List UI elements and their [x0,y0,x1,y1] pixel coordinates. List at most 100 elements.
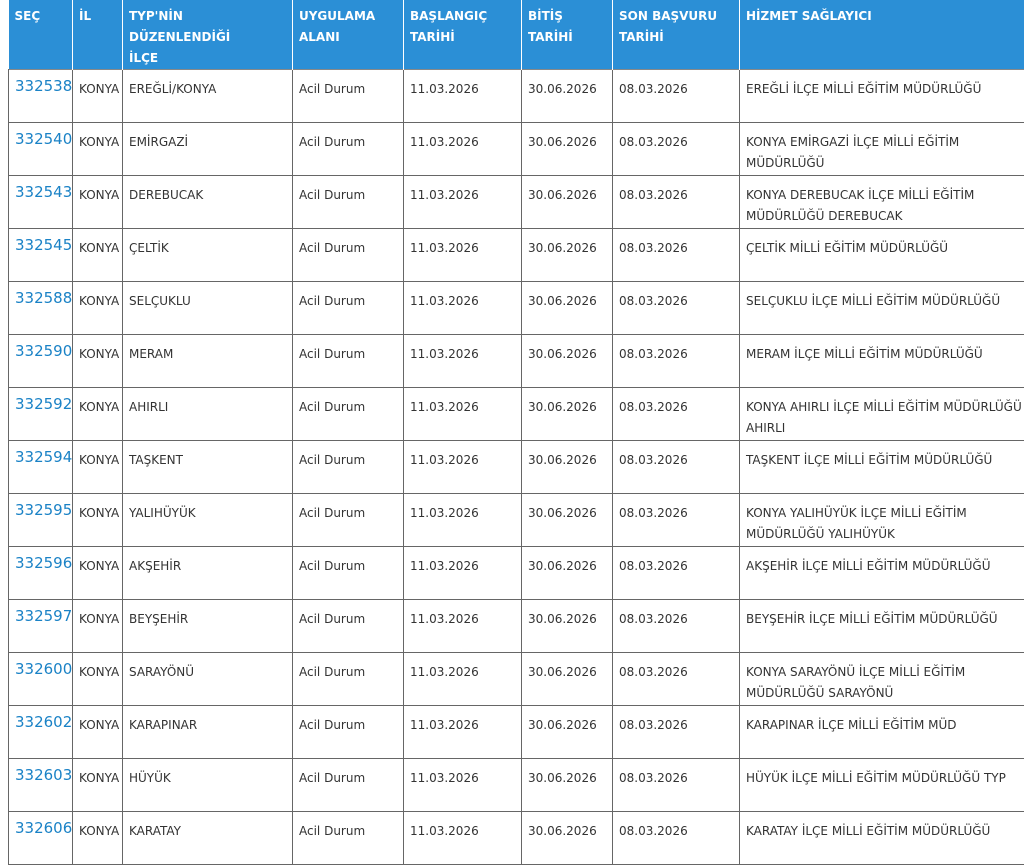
table-cell: 11.03.2026 [404,759,522,812]
header-text: İLÇE [129,48,286,69]
table-cell: Acil Durum [293,600,404,653]
table-cell: KONYA [73,176,123,229]
table-cell: Acil Durum [293,706,404,759]
listing-id-link[interactable]: 332595 [9,494,73,547]
table-cell: 11.03.2026 [404,653,522,706]
table-cell: 11.03.2026 [404,600,522,653]
table-cell: 30.06.2026 [522,123,613,176]
table-cell: 08.03.2026 [613,335,740,388]
listing-id-link[interactable]: 332540 [9,123,73,176]
table-cell: MERAM İLÇE MİLLİ EĞİTİM MÜDÜRLÜĞÜ [740,335,1024,388]
table-cell: KONYA [73,70,123,123]
header-text: HİZMET SAĞLAYICI [746,6,1024,27]
table-cell: KONYA [73,441,123,494]
table-cell: 08.03.2026 [613,759,740,812]
listing-id-link[interactable]: 332596 [9,547,73,600]
table-cell: 30.06.2026 [522,759,613,812]
table-cell: 30.06.2026 [522,600,613,653]
table-cell: 11.03.2026 [404,70,522,123]
listing-id-link[interactable]: 332588 [9,282,73,335]
header-text: UYGULAMA [299,6,397,27]
table-cell: 30.06.2026 [522,653,613,706]
table-cell: KONYA AHIRLI İLÇE MİLLİ EĞİTİM MÜDÜRLÜĞÜ… [740,388,1024,441]
table-cell: 08.03.2026 [613,600,740,653]
listing-id-link[interactable]: 332545 [9,229,73,282]
header-cell: HİZMET SAĞLAYICI [740,0,1024,70]
table-cell: 11.03.2026 [404,706,522,759]
table-cell: 11.03.2026 [404,547,522,600]
listing-id-link[interactable]: 332597 [9,600,73,653]
table-cell: Acil Durum [293,123,404,176]
table-cell: KARAPINAR İLÇE MİLLİ EĞİTİM MÜD [740,706,1024,759]
listing-id-link[interactable]: 332606 [9,812,73,865]
header-text: TARİHİ [528,27,606,48]
table-cell: 30.06.2026 [522,706,613,759]
table-cell: KARAPINAR [123,706,293,759]
table-cell: 11.03.2026 [404,388,522,441]
header-text: SON BAŞVURU [619,6,733,27]
table-cell: 30.06.2026 [522,176,613,229]
listing-id-link[interactable]: 332600 [9,653,73,706]
header-text: BİTİŞ [528,6,606,27]
listing-id-link[interactable]: 332602 [9,706,73,759]
table-cell: 11.03.2026 [404,229,522,282]
table-cell: SELÇUKLU İLÇE MİLLİ EĞİTİM MÜDÜRLÜĞÜ [740,282,1024,335]
table-cell: 08.03.2026 [613,176,740,229]
header-text: SEÇ [15,6,67,27]
table-cell: 11.03.2026 [404,494,522,547]
table-cell: 08.03.2026 [613,441,740,494]
table-cell: 08.03.2026 [613,229,740,282]
listing-id-link[interactable]: 332590 [9,335,73,388]
table-cell: EREĞLİ İLÇE MİLLİ EĞİTİM MÜDÜRLÜĞÜ [740,70,1024,123]
listing-id-link[interactable]: 332592 [9,388,73,441]
table-cell: 30.06.2026 [522,388,613,441]
table-cell: SARAYÖNÜ [123,653,293,706]
table-cell: KONYA [73,812,123,865]
table-cell: Acil Durum [293,653,404,706]
table-cell: 08.03.2026 [613,388,740,441]
listing-id-link[interactable]: 332603 [9,759,73,812]
table-cell: Acil Durum [293,388,404,441]
table-cell: BEYŞEHİR [123,600,293,653]
table-cell: AKŞEHİR [123,547,293,600]
listing-id-link[interactable]: 332538 [9,70,73,123]
table-cell: KONYA [73,653,123,706]
table-cell: KONYA [73,600,123,653]
table-cell: KARATAY İLÇE MİLLİ EĞİTİM MÜDÜRLÜĞÜ [740,812,1024,865]
table-cell: AHIRLI [123,388,293,441]
table-cell: 11.03.2026 [404,335,522,388]
table-cell: Acil Durum [293,494,404,547]
table-cell: BEYŞEHİR İLÇE MİLLİ EĞİTİM MÜDÜRLÜĞÜ [740,600,1024,653]
table-cell: 30.06.2026 [522,494,613,547]
table-cell: HÜYÜK [123,759,293,812]
table-cell: 08.03.2026 [613,282,740,335]
listing-id-link[interactable]: 332594 [9,441,73,494]
table-cell: HÜYÜK İLÇE MİLLİ EĞİTİM MÜDÜRLÜĞÜ TYP [740,759,1024,812]
table-cell: 30.06.2026 [522,812,613,865]
table-cell: Acil Durum [293,759,404,812]
table-cell: SELÇUKLU [123,282,293,335]
table-cell: KONYA [73,388,123,441]
table-cell: 30.06.2026 [522,229,613,282]
table-cell: Acil Durum [293,812,404,865]
listing-id-link[interactable]: 332543 [9,176,73,229]
table-cell: 30.06.2026 [522,335,613,388]
table-cell: Acil Durum [293,70,404,123]
